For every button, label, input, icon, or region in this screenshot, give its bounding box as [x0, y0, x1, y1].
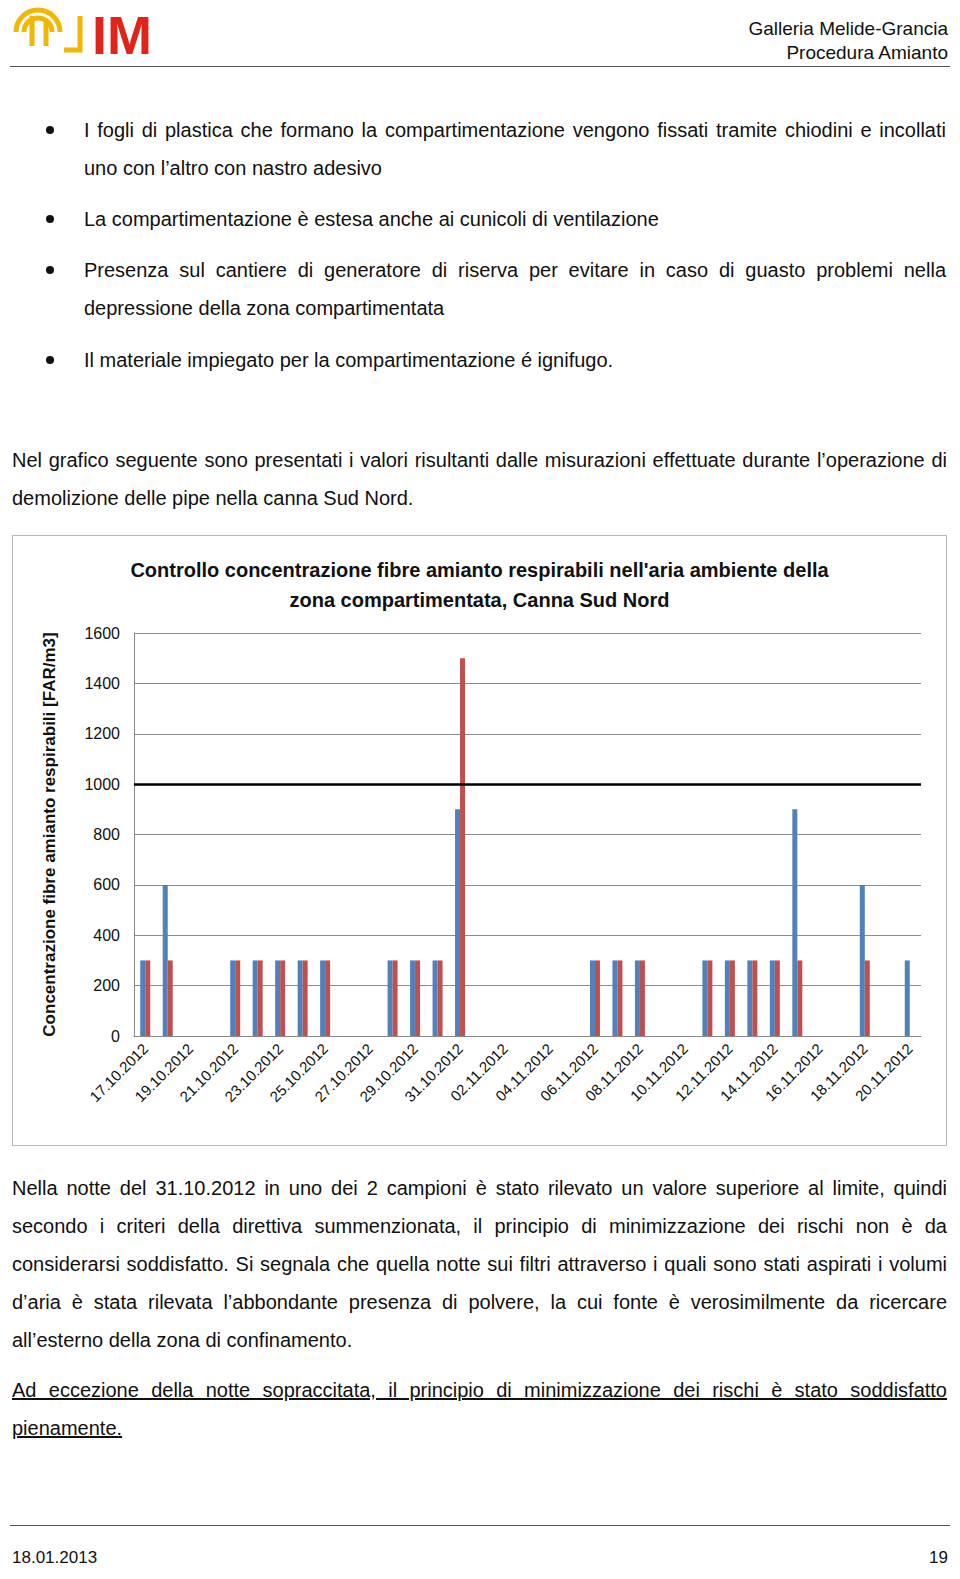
svg-text:1200: 1200	[84, 725, 120, 742]
svg-text:17.10.2012: 17.10.2012	[86, 1040, 152, 1105]
html-text:Galleria Melide-Grancia: Galleria Melide-Grancia	[748, 18, 948, 39]
svg-text:29.10.2012: 29.10.2012	[356, 1040, 422, 1105]
svg-text:Controllo concentrazione fibre: Controllo concentrazione fibre amianto r…	[130, 559, 829, 581]
svg-text:800: 800	[93, 826, 120, 843]
svg-text:19.10.2012: 19.10.2012	[131, 1040, 197, 1105]
svg-text:18.11.2012: 18.11.2012	[806, 1040, 871, 1105]
svg-text:27.10.2012: 27.10.2012	[311, 1040, 377, 1105]
svg-text:14.11.2012: 14.11.2012	[716, 1040, 781, 1105]
svg-text:0: 0	[111, 1028, 120, 1045]
svg-text:04.11.2012: 04.11.2012	[491, 1040, 556, 1105]
html-text:Ad eccezione della notte sopra: Ad eccezione della notte sopraccitata, i…	[12, 1379, 947, 1439]
svg-text:400: 400	[93, 927, 120, 944]
html-text:I fogli di plastica che forman: I fogli di plastica che formano la compa…	[84, 119, 946, 179]
html-text:19: 19	[929, 1548, 948, 1567]
svg-text:02.11.2012: 02.11.2012	[446, 1040, 511, 1105]
html-text:Il materiale impiegato per la: Il materiale impiegato per la compartime…	[84, 349, 614, 371]
svg-text:16.11.2012: 16.11.2012	[761, 1040, 826, 1105]
html-text:18.01.2013: 18.01.2013	[12, 1548, 98, 1567]
svg-text:1400: 1400	[84, 675, 120, 692]
svg-text:1600: 1600	[84, 625, 120, 642]
svg-text:Concentrazione fibre amianto r: Concentrazione fibre amianto respirabili…	[40, 632, 59, 1036]
svg-text:1000: 1000	[84, 776, 120, 793]
svg-text:zona compartimentata, Canna Su: zona compartimentata, Canna Sud Nord	[289, 589, 669, 611]
svg-text:12.11.2012: 12.11.2012	[671, 1040, 736, 1105]
svg-text:600: 600	[93, 876, 120, 893]
svg-text:23.10.2012: 23.10.2012	[221, 1040, 287, 1105]
svg-text:08.11.2012: 08.11.2012	[581, 1040, 646, 1105]
svg-text:31.10.2012: 31.10.2012	[401, 1040, 467, 1105]
html-text:Nel grafico seguente sono pres: Nel grafico seguente sono presentati i v…	[12, 449, 947, 509]
svg-text:25.10.2012: 25.10.2012	[266, 1040, 332, 1105]
html-text:Presenza sul cantiere di gener: Presenza sul cantiere di generatore di r…	[84, 259, 946, 319]
svg-text:IM: IM	[92, 5, 152, 62]
svg-text:10.11.2012: 10.11.2012	[626, 1040, 691, 1105]
html-text:Nella notte del 31.10.2012 in: Nella notte del 31.10.2012 in uno dei 2 …	[12, 1177, 947, 1351]
html-text:Procedura Amianto: Procedura Amianto	[786, 42, 948, 63]
svg-text:200: 200	[93, 977, 120, 994]
html-text:La compartimentazione è estesa: La compartimentazione è estesa anche ai …	[84, 208, 659, 230]
svg-text:21.10.2012: 21.10.2012	[176, 1040, 242, 1105]
svg-text:20.11.2012: 20.11.2012	[851, 1040, 915, 1104]
svg-text:06.11.2012: 06.11.2012	[536, 1040, 601, 1105]
